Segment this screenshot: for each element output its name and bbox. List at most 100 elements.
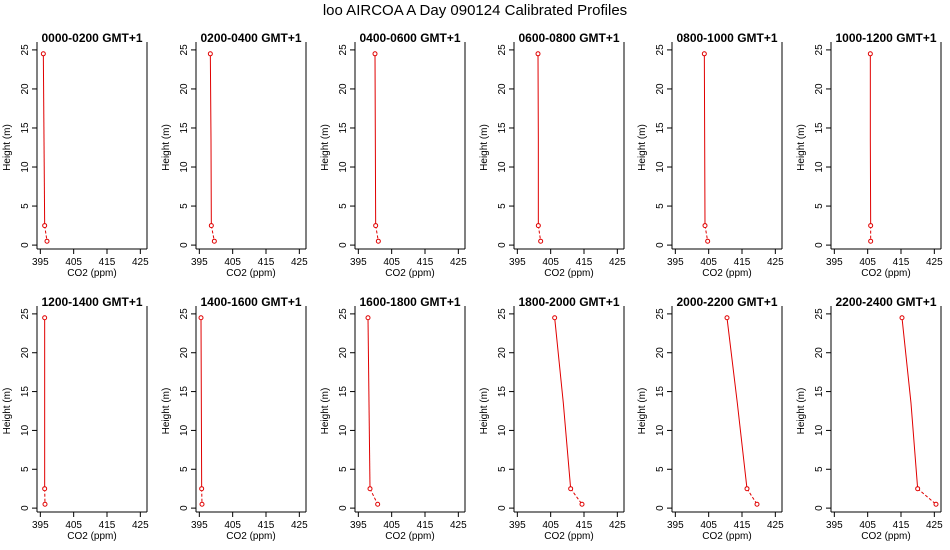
data-point	[42, 223, 48, 229]
profile-panel: 0200-0400 GMT+1 395 405 415 425 0 5 10 15 20 25 CO2…	[161, 31, 308, 279]
x-tick-label: 425	[926, 520, 943, 531]
y-tick-label: 20	[338, 347, 349, 359]
y-tick-label: 25	[814, 44, 825, 56]
profile-panel: 0400-0600 GMT+1 395 405 415 425 0 5 10 15 20 25 CO2…	[320, 31, 467, 279]
y-axis-label: Height (m)	[796, 388, 807, 435]
panel-title: 1400-1600 GMT+1	[200, 295, 301, 309]
panel-title: 1600-1800 GMT+1	[359, 295, 460, 309]
data-point	[372, 51, 378, 57]
x-tick-label: 415	[417, 520, 434, 531]
x-tick-label: 425	[291, 257, 308, 268]
profile-line-lower-segment	[917, 488, 937, 505]
y-axis-label: Height (m)	[479, 388, 490, 435]
data-point	[199, 486, 205, 492]
panel-title: 1000-1200 GMT+1	[835, 31, 936, 45]
profile-line-lower-segment	[44, 225, 48, 242]
profile-line	[367, 317, 371, 489]
chart-main-title: loo AIRCOA A Day 090124 Calibrated Profi…	[322, 2, 628, 19]
data-point	[933, 501, 939, 507]
x-tick-label: 415	[99, 257, 116, 268]
y-tick-label: 10	[338, 424, 349, 436]
profile-panel: 0600-0800 GMT+1 395 405 415 425 0 5 10 15 20 25 CO2…	[479, 31, 626, 279]
x-tick-label: 425	[767, 520, 784, 531]
y-axis-label: Height (m)	[161, 388, 172, 435]
y-tick-label: 10	[20, 424, 31, 436]
y-tick-label: 0	[179, 242, 190, 248]
y-tick-label: 15	[655, 122, 666, 134]
profile-panel: 1400-1600 GMT+1 395 405 415 425 0 5 10 15 20 25 CO2…	[161, 295, 308, 542]
data-point	[44, 238, 50, 244]
x-tick-label: 395	[826, 520, 843, 531]
x-tick-label: 395	[667, 520, 684, 531]
data-point	[365, 315, 371, 321]
x-tick-label: 425	[767, 257, 784, 268]
x-tick-label: 425	[450, 257, 467, 268]
data-point	[198, 315, 204, 321]
data-point	[899, 315, 905, 321]
y-tick-label: 0	[20, 242, 31, 248]
y-tick-label: 10	[20, 161, 31, 173]
x-tick-label: 395	[32, 520, 49, 531]
x-tick-label: 395	[826, 257, 843, 268]
y-tick-label: 10	[655, 161, 666, 173]
x-tick-label: 405	[859, 257, 876, 268]
x-tick-label: 425	[609, 257, 626, 268]
y-tick-label: 5	[814, 203, 825, 209]
y-tick-label: 5	[338, 203, 349, 209]
data-point	[754, 501, 760, 507]
x-tick-label: 405	[65, 257, 82, 268]
x-axis-label: CO2 (ppm)	[385, 531, 434, 542]
panel-title: 0800-1000 GMT+1	[676, 31, 777, 45]
data-point	[42, 486, 48, 492]
x-tick-label: 395	[32, 257, 49, 268]
x-axis-label: CO2 (ppm)	[861, 268, 910, 279]
y-tick-label: 5	[20, 203, 31, 209]
x-tick-label: 395	[667, 257, 684, 268]
x-tick-label: 395	[350, 520, 367, 531]
x-tick-label: 425	[926, 257, 943, 268]
y-axis-label: Height (m)	[2, 388, 13, 435]
y-tick-label: 20	[20, 347, 31, 359]
profile-panel: 0000-0200 GMT+1 395 405 415 425 0 5 10 15 20 25 CO2…	[2, 31, 149, 279]
y-tick-label: 0	[338, 242, 349, 248]
profile-panel: 2200-2400 GMT+1 395 405 415 425 0 5 10 15 20 25 CO2…	[796, 295, 943, 542]
x-tick-label: 425	[291, 520, 308, 531]
data-point	[367, 486, 373, 492]
panel-title: 0200-0400 GMT+1	[200, 31, 301, 45]
profile-panel: 2000-2200 GMT+1 395 405 415 425 0 5 10 15 20 25 CO2…	[637, 295, 784, 542]
profile-panel: 0800-1000 GMT+1 395 405 415 425 0 5 10 15 20 25 CO2…	[637, 31, 784, 279]
x-tick-label: 405	[542, 520, 559, 531]
x-axis-label: CO2 (ppm)	[861, 531, 910, 542]
x-tick-label: 425	[132, 257, 149, 268]
y-tick-label: 20	[497, 347, 508, 359]
profile-line-lower-segment	[369, 488, 379, 505]
data-point	[40, 51, 46, 57]
y-tick-label: 25	[179, 44, 190, 56]
data-point	[568, 486, 574, 492]
y-axis-label: Height (m)	[796, 124, 807, 171]
profile-line	[726, 317, 748, 489]
y-tick-label: 15	[338, 386, 349, 398]
y-tick-label: 15	[814, 386, 825, 398]
x-axis-label: CO2 (ppm)	[67, 268, 116, 279]
x-axis-label: CO2 (ppm)	[702, 531, 751, 542]
y-tick-label: 15	[497, 386, 508, 398]
data-point	[375, 238, 381, 244]
data-point	[211, 238, 217, 244]
data-point	[867, 51, 873, 57]
x-tick-label: 395	[191, 257, 208, 268]
x-tick-label: 395	[191, 520, 208, 531]
x-tick-label: 415	[734, 257, 751, 268]
profile-line	[554, 317, 572, 489]
data-point	[868, 223, 874, 229]
x-tick-label: 405	[542, 257, 559, 268]
data-point	[535, 51, 541, 57]
panel-title: 0400-0600 GMT+1	[359, 31, 460, 45]
y-tick-label: 5	[497, 466, 508, 472]
data-point	[42, 501, 48, 507]
y-tick-label: 10	[814, 161, 825, 173]
profile-panel: 1200-1400 GMT+1 395 405 415 425 0 5 10 15 20 25 CO2…	[2, 295, 149, 542]
data-point	[199, 501, 205, 507]
y-tick-label: 15	[20, 386, 31, 398]
y-tick-label: 25	[655, 44, 666, 56]
